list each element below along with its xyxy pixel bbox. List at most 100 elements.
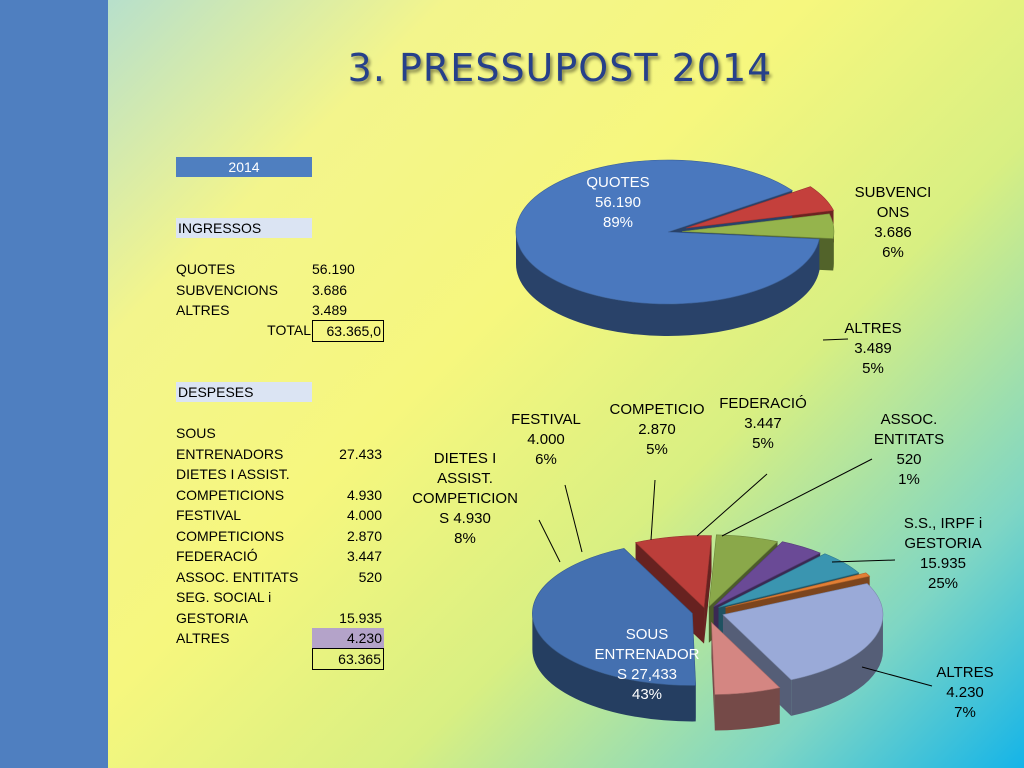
pie2-label-s-s-irpf-i-gestoria: S.S., IRPF i GESTORIA 15.935 25%	[883, 514, 1003, 594]
pie2-label-festival: FESTIVAL 4.000 6%	[486, 410, 606, 470]
label-line: 5%	[752, 435, 774, 452]
leader-line	[538, 519, 561, 563]
pie-slice-s-s-irpf-i-gestoria	[722, 583, 884, 681]
pie-slice-altres	[711, 621, 781, 695]
label-line: ENTRENADOR	[594, 646, 700, 663]
label-line: ALTRES	[844, 320, 902, 337]
pie-rim-altres	[833, 231, 834, 271]
label-line: COMPETICION	[412, 490, 518, 507]
year-header: 2014	[176, 157, 312, 177]
label-line: 520	[896, 451, 922, 468]
left-sidebar-bar	[0, 0, 108, 768]
label-line: ENTITATS	[873, 431, 945, 448]
label-line: GESTORIA	[904, 535, 982, 552]
label-line: 4.000	[527, 431, 565, 448]
label-line: 1%	[898, 471, 920, 488]
label-line: 89%	[602, 214, 634, 231]
leader-line	[564, 484, 583, 553]
expense-row-label: ENTRENADORS	[176, 445, 284, 462]
expense-row-label: SOUS	[176, 425, 216, 441]
label-line: ASSOC.	[880, 411, 938, 428]
pie2-label-assoc-entitats: ASSOC. ENTITATS 520 1%	[849, 410, 969, 490]
label-line: S 4.930	[439, 510, 491, 527]
label-line: 7%	[954, 704, 976, 721]
leader-line	[650, 479, 656, 541]
income-header: INGRESSOS	[176, 218, 312, 238]
label-line: ONS	[876, 204, 910, 221]
label-line: FEDERACIÓ	[719, 395, 807, 412]
label-line: 4.230	[946, 684, 984, 701]
income-total-value: 63.365,0	[312, 320, 384, 342]
label-line: 56.190	[595, 194, 641, 211]
expense-row-value: 4.230	[312, 628, 384, 648]
label-line: COMPETICIO	[609, 401, 705, 418]
expense-row-value: 27.433	[339, 445, 382, 462]
label-line: 6%	[882, 244, 904, 261]
pie-rim-quotes	[516, 232, 820, 337]
pie-wall-altres	[711, 622, 715, 731]
expense-row-value: 4.000	[346, 507, 382, 523]
pie-slice-altres	[681, 213, 835, 239]
pie2-label-competicio: COMPETICIO 2.870 5%	[597, 400, 717, 460]
income-row-label: QUOTES	[176, 261, 236, 277]
label-line: SUBVENCI	[854, 184, 932, 201]
expense-total-value: 63.365	[312, 648, 384, 670]
pie-slice-federacio	[718, 553, 860, 608]
expense-row-value: 2.870	[346, 527, 382, 544]
expense-row-label: ASSOC. ENTITATS	[176, 568, 299, 585]
expense-row-label: GESTORIA	[176, 609, 249, 626]
label-line: 5%	[646, 441, 668, 458]
label-line: 6%	[535, 451, 557, 468]
label-line: 43%	[631, 686, 663, 703]
pie-chart-2	[532, 534, 884, 731]
income-row-value: 56.190	[312, 261, 355, 277]
label-line: 25%	[927, 575, 959, 592]
pie-slice-quotes	[515, 159, 820, 305]
label-line: 2.870	[638, 421, 676, 438]
label-line: SOUS	[625, 626, 669, 643]
income-row-value: 3.686	[312, 281, 348, 298]
pie2-label-altres: ALTRES 4.230 7%	[905, 663, 1024, 723]
slide-title: 3. PRESSUPOST 2014	[347, 46, 773, 90]
expense-row-label: FEDERACIÓ	[176, 548, 258, 564]
label-line: S.S., IRPF i	[903, 515, 983, 532]
label-line: DIETES I	[433, 450, 497, 467]
income-row-value: 3.489	[312, 302, 348, 318]
expense-row-label: COMPETICIONS	[176, 486, 285, 503]
label-line: 8%	[454, 530, 476, 547]
label-line: 3.686	[874, 224, 912, 241]
pie1-label-subvencions: SUBVENCI ONS 3.686 6%	[833, 183, 953, 263]
label-line: ASSIST.	[437, 470, 493, 487]
expense-row-value: 15.935	[339, 609, 382, 626]
income-row-label: SUBVENCIONS	[176, 281, 278, 298]
expense-header: DESPESES	[176, 382, 312, 402]
expense-row-value: 520	[358, 568, 382, 585]
pie-slice-competicio	[713, 541, 821, 608]
leader-line	[822, 338, 849, 341]
label-line: 5%	[862, 360, 884, 377]
pie-rim-sous-entrenadors	[532, 613, 696, 722]
label-line: QUOTES	[586, 174, 650, 191]
pie-slice-subvencions	[686, 186, 834, 229]
pie2-label-federacio: FEDERACIÓ 3.447 5%	[703, 394, 823, 454]
label-line: 3.447	[744, 415, 782, 432]
leader-line	[696, 473, 768, 537]
expense-row-label: COMPETICIONS	[176, 527, 285, 544]
label-line: FESTIVAL	[511, 411, 581, 428]
leader-line	[721, 458, 873, 537]
pie-slice-sous-entrenadors	[532, 548, 697, 686]
expense-row-label: FESTIVAL	[176, 507, 242, 523]
pie-chart-1	[515, 159, 835, 337]
pie1-label-quotes: QUOTES 56.190 89%	[558, 173, 678, 233]
expense-row-value: 4.930	[346, 486, 382, 503]
income-row-label: ALTRES	[176, 302, 230, 318]
leader-line	[861, 666, 933, 687]
pie-slice-festival	[708, 534, 779, 608]
pie-wall-dietes-i-assist-competicions	[704, 535, 712, 644]
pie-rim-altres	[714, 687, 780, 731]
expense-row-value: 3.447	[346, 548, 382, 564]
label-line: ALTRES	[936, 664, 994, 681]
label-line: 3.489	[854, 340, 892, 357]
label-line: S 27,433	[616, 666, 678, 683]
